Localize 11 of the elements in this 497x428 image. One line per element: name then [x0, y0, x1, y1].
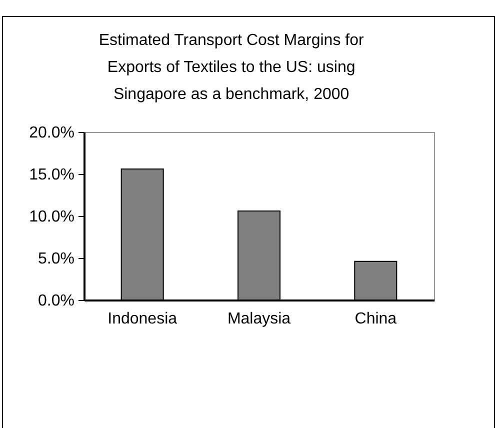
- text: Singapore as a benchmark, 2000: [113, 86, 350, 103]
- y-tick-label: 0.0%: [38, 292, 74, 310]
- y-tick-label: 5.0%: [38, 250, 74, 268]
- y-tick-label: 15.0%: [29, 166, 74, 184]
- text: Estimated Transport Cost Margins for: [98, 32, 364, 49]
- x-tick-label: China: [354, 310, 397, 328]
- x-tick-label: Malaysia: [227, 310, 291, 328]
- y-tick-label: 20.0%: [29, 124, 74, 142]
- x-tick-label: Indonesia: [108, 310, 178, 328]
- y-tick-label: 10.0%: [29, 208, 74, 226]
- text: Exports of Textiles to the US: using: [107, 59, 356, 76]
